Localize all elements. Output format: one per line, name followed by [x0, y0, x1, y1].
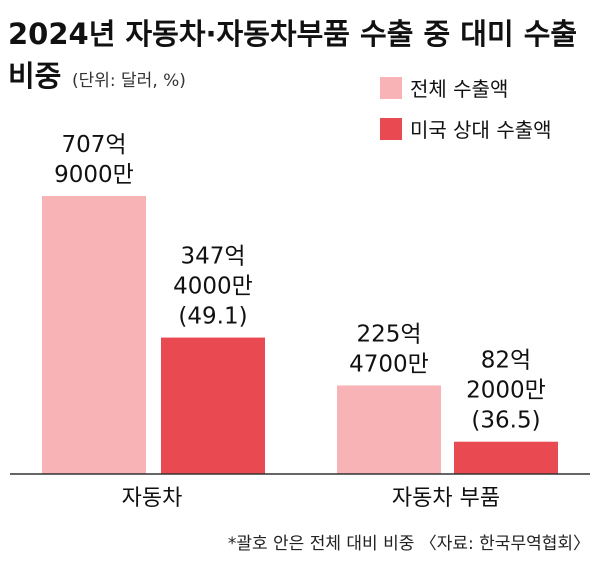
bar-1-2: [161, 337, 265, 474]
bar-value-label-1-2-2: 4000만: [173, 274, 253, 300]
footnote: *괄호 안은 전체 대비 비중 〈자료: 한국무역협회〉: [228, 534, 590, 554]
bar-value-label-2-1-2: 4700만: [349, 351, 429, 377]
category-labels: 자동차 자동차 부품: [122, 486, 500, 511]
chart-title: 2024년 자동차·자동차부품 수출 중 대미 수출: [8, 17, 577, 51]
bar-value-label-1-2-1: 347억: [180, 244, 245, 270]
legend-label-1: 전체 수출액: [410, 77, 508, 101]
bar-2-2: [454, 441, 558, 474]
bar-value-label-2-2-2: 2000만: [466, 378, 546, 404]
bar-value-label-2-1-1: 225억: [356, 321, 421, 347]
legend-label-2: 미국 상대 수출액: [410, 118, 552, 142]
bar-labels-group: 707억 9000만 347억 4000만 (49.1) 225억 4700만 82억 2000…: [54, 132, 546, 434]
unit-note: (단위: 달러, %): [72, 71, 186, 91]
bar-value-label-2-2-3: (36.5): [471, 408, 540, 434]
bar-value-label-2-2-1: 82억: [481, 348, 531, 374]
legend-swatch-2: [380, 118, 402, 140]
bars-group: [42, 196, 558, 474]
legend-swatch-1: [380, 77, 402, 99]
category-label-2: 자동차 부품: [392, 486, 500, 511]
bar-value-label-1-2-3: (49.1): [178, 304, 247, 330]
bar-value-label-1-1-2: 9000만: [54, 162, 134, 188]
chart-title-line2: 비중: [8, 59, 61, 93]
category-label-1: 자동차: [122, 486, 183, 511]
bar-value-label-1-1-1: 707억: [61, 132, 126, 158]
bar-2-1: [337, 385, 441, 474]
bar-1-1: [42, 196, 146, 474]
